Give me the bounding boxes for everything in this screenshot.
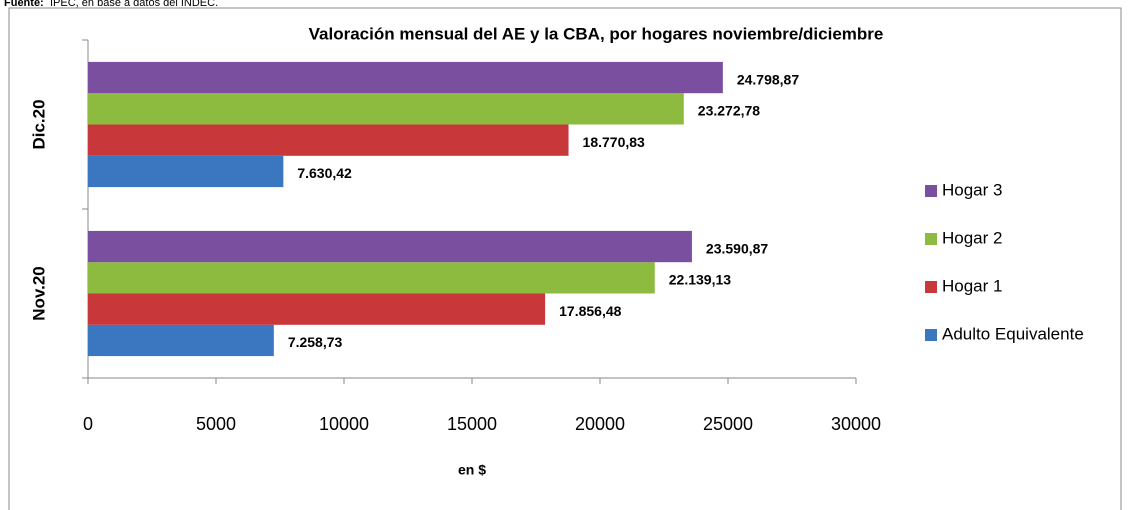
value-label: 17.856,48 <box>559 303 621 319</box>
legend-swatch <box>925 329 937 341</box>
value-label: 22.139,13 <box>669 272 731 288</box>
bar <box>88 124 569 156</box>
legend-label: Hogar 2 <box>942 228 1002 247</box>
x-tick-label: 30000 <box>831 414 881 434</box>
bar <box>88 155 284 188</box>
legend-label: Hogar 3 <box>942 180 1002 199</box>
bar <box>88 93 684 125</box>
x-axis-label: en $ <box>458 462 486 478</box>
bar <box>88 61 723 94</box>
source: IPEC, en base a datos del INDEC. <box>50 0 218 9</box>
category-label: Dic.20 <box>29 99 48 149</box>
legend-label: Hogar 1 <box>942 276 1002 295</box>
category-label: Nov.20 <box>29 266 48 321</box>
value-label: 23.590,87 <box>706 240 768 256</box>
chart-title: Valoración mensual del AE y la CBA, por … <box>309 24 884 43</box>
x-tick-label: 25000 <box>703 414 753 434</box>
legend-swatch <box>925 281 937 293</box>
value-label: 7.630,42 <box>297 165 352 181</box>
value-label: 7.258,73 <box>288 334 343 350</box>
legend-swatch <box>925 185 937 197</box>
value-label: 24.798,87 <box>737 71 799 87</box>
x-tick-label: 15000 <box>447 414 497 434</box>
x-tick-label: 20000 <box>575 414 625 434</box>
bar <box>88 293 546 325</box>
value-label: 18.770,83 <box>583 134 645 150</box>
legend-swatch <box>925 233 937 245</box>
x-tick-label: 5000 <box>196 414 236 434</box>
bar <box>88 262 655 294</box>
source-label: Fuente: <box>4 0 44 9</box>
legend-label: Adulto Equivalente <box>942 324 1084 343</box>
x-tick-label: 10000 <box>319 414 369 434</box>
bar <box>88 230 692 263</box>
value-label: 23.272,78 <box>698 103 760 119</box>
bar <box>88 324 274 357</box>
x-tick-label: 0 <box>83 414 93 434</box>
